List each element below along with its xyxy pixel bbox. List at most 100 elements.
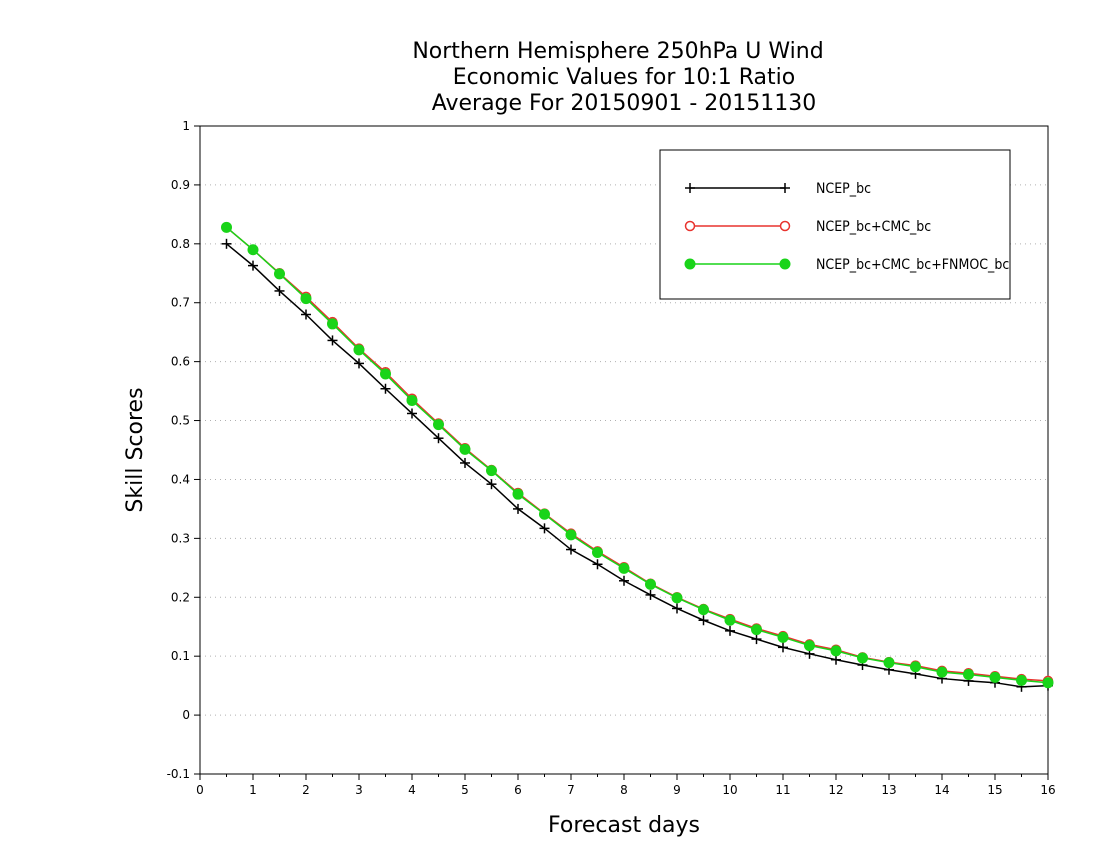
x-tick-label-4: 4 bbox=[408, 783, 416, 797]
x-tick-label-10: 10 bbox=[722, 783, 737, 797]
x-tick-label-14: 14 bbox=[934, 783, 949, 797]
x-axis: 0 1 2 3 4 5 6 7 8 9 10 11 12 13 14 15 16 bbox=[196, 774, 1056, 797]
series-0-point-17 bbox=[672, 603, 682, 614]
legend-label-2: NCEP_bc+CMC_bc+FNMOC_bc bbox=[816, 257, 1009, 273]
x-tick-label-1: 1 bbox=[249, 783, 257, 797]
x-tick-label-5: 5 bbox=[461, 783, 469, 797]
series-0-point-4 bbox=[327, 335, 338, 346]
y-tick-label-8: 0.7 bbox=[171, 296, 190, 310]
series-2-point-1 bbox=[247, 244, 259, 256]
x-tick-label-9: 9 bbox=[673, 783, 681, 797]
x-tick-label-2: 2 bbox=[302, 783, 310, 797]
series-0-point-5 bbox=[354, 358, 364, 369]
series-2-point-28 bbox=[963, 668, 974, 680]
series-2-point-13 bbox=[565, 529, 577, 541]
legend: NCEP_bc NCEP_bc+CMC_bc NCEP_bc+CMC_bc+FNMO… bbox=[659, 149, 1011, 300]
series-0-point-15 bbox=[619, 575, 629, 586]
series-0 bbox=[221, 238, 1053, 692]
series-2-point-5 bbox=[353, 344, 365, 356]
series-0-point-7 bbox=[407, 408, 417, 419]
series-0-point-3 bbox=[301, 309, 311, 320]
series-2-point-16 bbox=[645, 578, 656, 590]
x-tick-label-15: 15 bbox=[987, 783, 1002, 797]
series-2-point-2 bbox=[274, 268, 285, 280]
chart-title-line-1: Northern Hemisphere 250hPa U Wind bbox=[412, 39, 823, 64]
x-tick-label-12: 12 bbox=[828, 783, 843, 797]
legend-item-1: NCEP_bc+CMC_bc bbox=[684, 219, 931, 235]
x-tick-label-8: 8 bbox=[620, 783, 628, 797]
series-2-point-14 bbox=[592, 547, 603, 559]
series-2-point-22 bbox=[804, 640, 815, 652]
series-2-point-30 bbox=[1016, 674, 1027, 686]
series-0-point-14 bbox=[592, 559, 603, 570]
series-2-point-17 bbox=[671, 592, 683, 604]
series-0-point-20 bbox=[751, 634, 762, 645]
series-2-point-9 bbox=[459, 443, 471, 455]
series-0-point-9 bbox=[460, 457, 470, 468]
legend-marker-start-0 bbox=[685, 183, 695, 193]
series-2-point-8 bbox=[433, 419, 444, 431]
x-tick-label-0: 0 bbox=[196, 783, 204, 797]
series-2-point-29 bbox=[989, 671, 1001, 683]
series-2-point-11 bbox=[512, 488, 524, 500]
series-0-point-12 bbox=[539, 523, 550, 534]
legend-label-1: NCEP_bc+CMC_bc bbox=[816, 219, 931, 235]
series-2-point-6 bbox=[380, 368, 391, 380]
y-tick-label-2: 0.1 bbox=[171, 649, 190, 663]
series-2-point-3 bbox=[300, 293, 312, 305]
y-tick-label-6: 0.5 bbox=[171, 414, 190, 428]
series-0-point-2 bbox=[274, 285, 285, 296]
series-2-point-4 bbox=[327, 318, 338, 330]
series-2 bbox=[221, 221, 1054, 689]
series-0-point-11 bbox=[513, 503, 523, 514]
series-2-point-21 bbox=[777, 631, 789, 643]
series-2-point-20 bbox=[751, 624, 762, 636]
x-tick-label-16: 16 bbox=[1040, 783, 1055, 797]
series-2-point-18 bbox=[698, 604, 709, 616]
y-tick-label-1: 0 bbox=[182, 708, 190, 722]
legend-marker-end-1 bbox=[779, 220, 791, 232]
y-tick-label-4: 0.3 bbox=[171, 531, 190, 545]
x-tick-label-6: 6 bbox=[514, 783, 522, 797]
series-line-0 bbox=[226, 243, 1049, 688]
series-2-point-7 bbox=[406, 395, 418, 407]
series-0-point-13 bbox=[566, 544, 576, 555]
series-0-point-6 bbox=[380, 383, 391, 394]
y-tick-label-0: -0.1 bbox=[167, 767, 190, 781]
series-2-point-31 bbox=[1042, 677, 1054, 689]
x-tick-label-7: 7 bbox=[567, 783, 575, 797]
legend-marker-end-0 bbox=[780, 183, 790, 193]
series-0-point-1 bbox=[248, 260, 258, 271]
legend-item-2: NCEP_bc+CMC_bc+FNMOC_bc bbox=[684, 257, 1009, 273]
series-0-point-0 bbox=[221, 238, 232, 249]
series-0-point-21 bbox=[778, 642, 788, 653]
x-axis-label: Forecast days bbox=[548, 813, 700, 838]
legend-marker-start-1 bbox=[684, 220, 696, 232]
series-2-point-0 bbox=[221, 221, 232, 233]
series-0-point-10 bbox=[486, 479, 497, 490]
series-2-point-15 bbox=[618, 562, 630, 574]
series-2-point-25 bbox=[883, 657, 895, 669]
series-2-point-26 bbox=[910, 661, 921, 673]
series-group bbox=[221, 221, 1054, 692]
series-2-point-19 bbox=[724, 614, 736, 626]
chart-title-line-2: Economic Values for 10:1 Ratio bbox=[453, 65, 795, 90]
x-tick-label-13: 13 bbox=[881, 783, 896, 797]
series-2-point-24 bbox=[857, 652, 868, 664]
y-tick-label-7: 0.6 bbox=[171, 355, 190, 369]
legend-marker-start-2 bbox=[684, 258, 696, 270]
chart-title-line-3: Average For 20150901 - 20151130 bbox=[432, 91, 817, 116]
legend-box bbox=[659, 149, 1011, 300]
series-0-point-8 bbox=[433, 433, 444, 444]
legend-label-0: NCEP_bc bbox=[816, 181, 871, 197]
y-axis-label: Skill Scores bbox=[123, 387, 148, 512]
series-0-point-16 bbox=[645, 589, 656, 600]
series-2-point-27 bbox=[936, 666, 948, 678]
series-2-point-12 bbox=[539, 508, 550, 520]
y-tick-label-10: 0.9 bbox=[171, 178, 190, 192]
y-tick-label-9: 0.8 bbox=[171, 237, 190, 251]
series-0-point-19 bbox=[725, 625, 735, 636]
y-tick-label-5: 0.4 bbox=[171, 472, 190, 486]
series-2-point-10 bbox=[486, 465, 497, 477]
